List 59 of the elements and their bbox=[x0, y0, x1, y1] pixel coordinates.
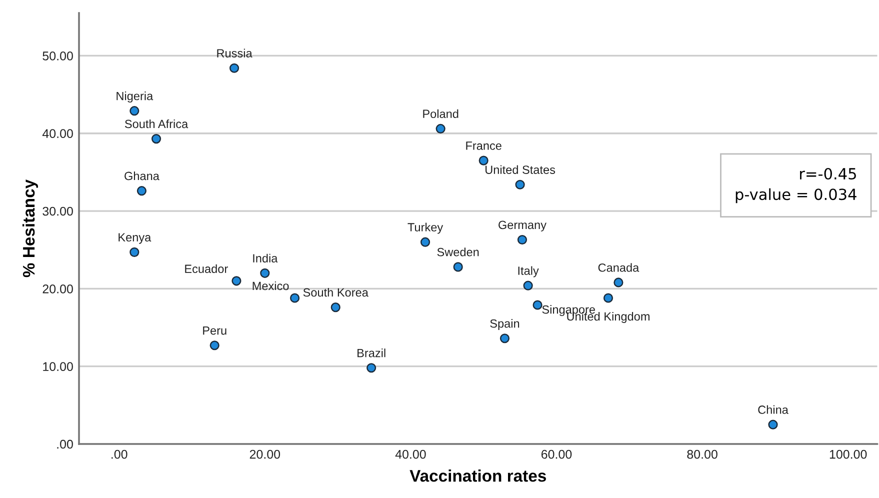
point bbox=[366, 363, 376, 373]
annotation: Sweden bbox=[437, 248, 479, 256]
annotation: Turkey bbox=[408, 222, 444, 234]
point bbox=[420, 237, 430, 247]
point bbox=[130, 247, 140, 257]
annotation: Germany bbox=[498, 220, 546, 232]
point bbox=[232, 276, 242, 286]
annotation: South Africa bbox=[124, 119, 188, 128]
x-tick-label: 100.00 bbox=[830, 450, 867, 459]
point bbox=[151, 134, 162, 144]
point bbox=[603, 293, 614, 303]
annotation: Mexico bbox=[252, 281, 289, 290]
x-axis-title: Vaccination rates bbox=[410, 470, 546, 482]
y-axis-title: % Hesitancy bbox=[22, 179, 38, 278]
y-tick-label: 40.00 bbox=[42, 129, 73, 138]
y-tick-label: 30.00 bbox=[42, 206, 73, 216]
point bbox=[500, 334, 510, 344]
annotation: Canada bbox=[598, 263, 640, 272]
annotation: Peru bbox=[203, 326, 226, 335]
point bbox=[768, 420, 778, 430]
point bbox=[330, 302, 340, 312]
annotation: Brazil bbox=[358, 348, 386, 358]
annotation: Ecuador bbox=[185, 264, 228, 274]
annotation: United States bbox=[486, 165, 556, 174]
annotation: Italy bbox=[518, 266, 539, 278]
x-tick-label: 80.00 bbox=[687, 450, 718, 459]
y-tick-label: 20.00 bbox=[42, 284, 73, 294]
annotation: Russia bbox=[217, 48, 252, 58]
annotation: Ghana bbox=[124, 172, 160, 180]
point bbox=[532, 300, 542, 310]
x-tick-label: 60.00 bbox=[541, 450, 572, 459]
annotation: Spain bbox=[490, 319, 520, 330]
annotation: India bbox=[253, 254, 278, 262]
annotation: Poland bbox=[423, 109, 458, 118]
point bbox=[290, 293, 300, 303]
y-tick-label: .00 bbox=[57, 440, 73, 449]
point bbox=[436, 124, 446, 134]
x-tick-label: 20.00 bbox=[250, 450, 280, 459]
point bbox=[515, 180, 525, 190]
point bbox=[453, 262, 463, 272]
annotation: Nigeria bbox=[116, 92, 154, 103]
point bbox=[130, 106, 140, 116]
annotation: France bbox=[466, 142, 502, 150]
point bbox=[229, 63, 240, 73]
annotation: South Korea bbox=[303, 288, 368, 297]
annotation: Kenya bbox=[118, 233, 152, 244]
point bbox=[260, 268, 270, 278]
point bbox=[517, 234, 528, 245]
point bbox=[523, 280, 533, 290]
point bbox=[136, 186, 146, 196]
annotation: China bbox=[758, 405, 788, 414]
x-tick-label: .00 bbox=[112, 450, 128, 459]
point bbox=[210, 340, 220, 350]
y-tick-label: 50.00 bbox=[42, 52, 73, 60]
point bbox=[478, 156, 488, 166]
y-tick-label: 10.00 bbox=[43, 362, 73, 371]
annotation: r=-0.45 p-value = 0.034 bbox=[736, 168, 856, 204]
x-tick-label: 40.00 bbox=[395, 450, 426, 459]
point bbox=[614, 278, 624, 288]
